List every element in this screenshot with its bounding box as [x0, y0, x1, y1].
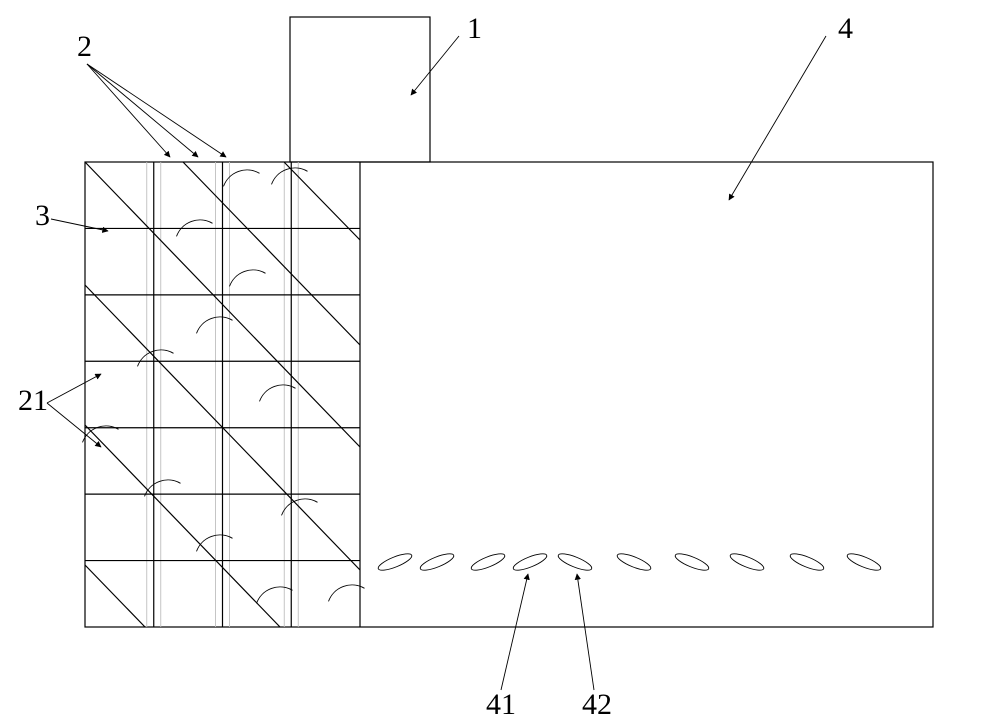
arc-mark	[272, 168, 308, 184]
ellipse-mark	[615, 551, 652, 574]
ellipse-mark	[728, 551, 765, 574]
leader-line	[47, 403, 101, 447]
label-41: 41	[486, 688, 516, 721]
ellipse-mark	[673, 551, 710, 574]
label-3: 3	[35, 199, 50, 232]
ellipse-mark	[418, 551, 455, 574]
label-1: 1	[467, 12, 482, 45]
label-4: 4	[838, 12, 853, 45]
arc-mark	[230, 270, 266, 286]
arc-mark	[329, 585, 365, 601]
leader-line	[577, 574, 594, 690]
leader-line	[411, 36, 459, 95]
leader-line	[51, 219, 108, 231]
arcs	[83, 168, 365, 603]
arc-mark	[257, 587, 293, 603]
arc-mark	[224, 170, 260, 186]
leader-line	[47, 374, 101, 403]
diagonal-line	[85, 425, 280, 627]
diagonal-line	[183, 162, 360, 345]
label-21: 21	[18, 384, 48, 417]
leader-line	[87, 64, 170, 157]
ellipse-mark	[511, 551, 548, 574]
diagram-canvas: 1 2 3 4 21 41 42	[0, 0, 1000, 721]
label-42: 42	[582, 688, 612, 721]
ellipse-mark	[845, 551, 882, 574]
ellipses-row	[376, 551, 882, 574]
leader-line	[501, 574, 528, 690]
label-2: 2	[77, 30, 92, 63]
diagonal-line	[85, 565, 145, 627]
arc-mark	[260, 385, 296, 401]
leader-line	[87, 64, 226, 157]
leader-line	[87, 64, 198, 157]
ellipse-mark	[556, 551, 593, 574]
leader-line	[729, 36, 826, 200]
ellipse-mark	[376, 551, 413, 574]
arc-mark	[197, 317, 233, 333]
ellipse-mark	[788, 551, 825, 574]
top-rect	[290, 17, 430, 162]
arc-mark	[197, 535, 233, 551]
labels: 1 2 3 4 21 41 42	[18, 12, 853, 721]
ellipse-mark	[469, 551, 506, 574]
grid	[85, 162, 360, 627]
